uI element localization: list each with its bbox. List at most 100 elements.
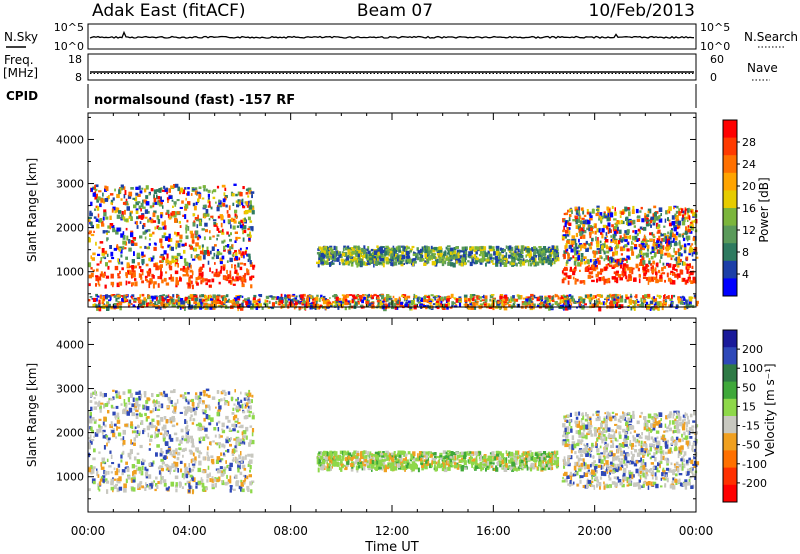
echo-cell <box>152 220 157 223</box>
echo-cell <box>685 266 688 270</box>
echo-cell <box>579 215 582 220</box>
echo-cell <box>655 216 659 221</box>
echo-cell <box>687 228 691 233</box>
echo-cell <box>116 426 118 431</box>
echo-cell <box>550 262 553 267</box>
echo-cell <box>209 441 212 445</box>
echo-cell <box>183 303 185 306</box>
echo-cell <box>118 248 122 252</box>
echo-cell <box>419 257 423 262</box>
echo-cell <box>110 202 113 205</box>
echo-cell <box>563 219 566 222</box>
echo-cell <box>543 249 547 254</box>
echo-cell <box>626 279 630 282</box>
echo-cell <box>185 235 189 240</box>
echo-cell <box>184 426 189 430</box>
echo-cell <box>631 269 634 275</box>
echo-cell <box>245 191 249 195</box>
echo-cell <box>525 302 530 305</box>
echo-cell <box>97 483 100 487</box>
echo-cell <box>237 236 241 239</box>
echo-cell <box>106 253 109 257</box>
echo-cell <box>652 276 657 280</box>
echo-cell <box>375 262 378 266</box>
echo-cell <box>677 262 682 265</box>
echo-cell <box>509 246 514 252</box>
echo-cell <box>226 474 228 479</box>
echo-cell <box>229 488 232 493</box>
echo-cell <box>576 250 581 253</box>
echo-cell <box>661 267 664 272</box>
echo-cell <box>316 252 320 255</box>
echo-cell <box>105 262 108 267</box>
echo-cell <box>503 262 508 267</box>
echo-cell <box>609 212 614 218</box>
echo-cell <box>611 258 613 263</box>
echo-cell <box>124 409 127 415</box>
echo-cell <box>668 246 671 250</box>
echo-cell <box>483 258 487 262</box>
echo-cell <box>572 276 575 280</box>
echo-cell <box>418 301 421 304</box>
echo-cell <box>120 198 123 201</box>
echo-cell <box>562 268 566 272</box>
echo-cell <box>200 280 203 285</box>
freq-tick-bottom: 8 <box>75 71 82 84</box>
echo-cell <box>416 296 420 299</box>
echo-cell <box>429 255 434 260</box>
echo-cell <box>101 248 105 253</box>
echo-cell <box>218 199 221 203</box>
echo-cell <box>409 306 413 309</box>
echo-cell <box>507 302 509 304</box>
echo-cell <box>147 229 151 232</box>
echo-cell <box>119 246 123 249</box>
echo-cell <box>567 254 570 259</box>
echo-cell <box>248 474 252 478</box>
echo-cell <box>202 299 206 302</box>
echo-cell <box>221 482 225 486</box>
echo-cell <box>194 460 197 464</box>
echo-cell <box>98 276 102 281</box>
echo-cell <box>344 306 347 311</box>
echo-cell <box>186 435 190 438</box>
echo-cell <box>135 196 138 202</box>
echo-cell <box>157 431 160 435</box>
echo-cell <box>644 294 648 298</box>
echo-cell <box>638 230 641 234</box>
echo-cell <box>477 258 481 263</box>
echo-cell <box>358 260 360 264</box>
echo-cell <box>615 229 619 234</box>
echo-cell <box>133 442 136 446</box>
echo-cell <box>254 303 258 308</box>
echo-cell <box>235 236 238 241</box>
echo-cell <box>120 184 124 189</box>
echo-cell <box>236 225 240 228</box>
echo-cell <box>633 300 635 305</box>
echo-cell <box>649 232 652 236</box>
echo-cell <box>672 264 677 267</box>
echo-cell <box>138 482 142 487</box>
echo-cell <box>469 247 473 251</box>
echo-cell <box>152 212 156 218</box>
echo-cell <box>245 426 249 432</box>
echo-cell <box>605 255 609 260</box>
echo-cell <box>606 206 609 211</box>
echo-cell <box>614 263 618 267</box>
echo-cell <box>565 212 569 216</box>
echo-cell <box>350 258 354 262</box>
echo-cell <box>173 406 177 410</box>
echo-cell <box>645 240 650 242</box>
echo-cell <box>661 303 664 308</box>
echo-cell <box>521 261 526 266</box>
echo-cell <box>239 222 242 227</box>
echo-cell <box>602 224 607 228</box>
echo-cell <box>399 304 403 307</box>
echo-cell <box>147 219 150 223</box>
echo-cell <box>683 305 687 310</box>
echo-cell <box>197 256 200 260</box>
echo-cell <box>656 301 660 306</box>
echo-cell <box>425 306 428 310</box>
echo-cell <box>167 200 169 203</box>
echo-cell <box>140 276 143 280</box>
echo-cell <box>353 296 357 300</box>
